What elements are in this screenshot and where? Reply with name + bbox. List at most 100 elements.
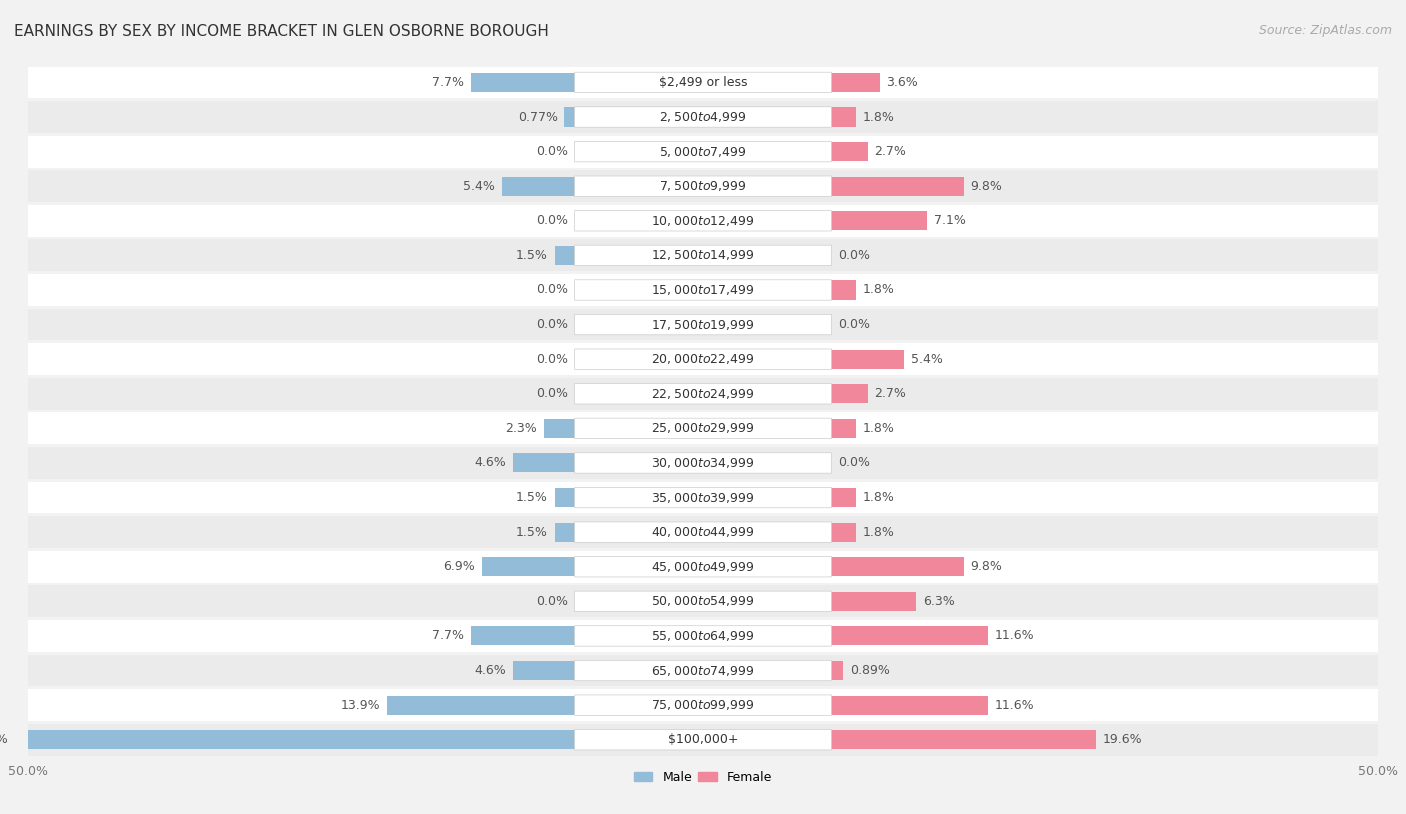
FancyBboxPatch shape <box>575 660 831 681</box>
FancyBboxPatch shape <box>575 522 831 542</box>
Text: $45,000 to $49,999: $45,000 to $49,999 <box>651 560 755 574</box>
Text: 9.8%: 9.8% <box>970 560 1002 573</box>
Bar <box>544 419 575 438</box>
Bar <box>28 516 1378 548</box>
Bar <box>28 378 1378 409</box>
Text: $50,000 to $54,999: $50,000 to $54,999 <box>651 594 755 608</box>
Text: 3.6%: 3.6% <box>887 76 918 89</box>
FancyBboxPatch shape <box>575 176 831 196</box>
Text: 2.7%: 2.7% <box>875 387 907 400</box>
Text: 6.9%: 6.9% <box>443 560 475 573</box>
FancyBboxPatch shape <box>575 280 831 300</box>
Bar <box>831 177 963 195</box>
Bar <box>28 136 1378 168</box>
Text: $65,000 to $74,999: $65,000 to $74,999 <box>651 663 755 677</box>
FancyBboxPatch shape <box>575 107 831 127</box>
Bar <box>564 107 575 126</box>
Bar <box>554 488 575 507</box>
Text: 7.1%: 7.1% <box>934 214 966 227</box>
Text: 0.0%: 0.0% <box>536 387 568 400</box>
Text: 41.5%: 41.5% <box>0 733 8 746</box>
Bar <box>28 482 1378 514</box>
Bar <box>831 281 855 300</box>
FancyBboxPatch shape <box>575 418 831 439</box>
Text: 2.7%: 2.7% <box>875 145 907 158</box>
FancyBboxPatch shape <box>575 72 831 93</box>
Text: 1.8%: 1.8% <box>862 111 894 124</box>
Bar <box>831 488 855 507</box>
FancyBboxPatch shape <box>575 453 831 473</box>
FancyBboxPatch shape <box>575 314 831 335</box>
Text: 0.0%: 0.0% <box>536 214 568 227</box>
Bar <box>28 101 1378 133</box>
Bar <box>28 170 1378 202</box>
FancyBboxPatch shape <box>575 211 831 231</box>
Bar <box>28 413 1378 444</box>
Text: $12,500 to $14,999: $12,500 to $14,999 <box>651 248 755 262</box>
Text: 0.0%: 0.0% <box>536 283 568 296</box>
Text: $2,499 or less: $2,499 or less <box>659 76 747 89</box>
Bar <box>28 724 1378 755</box>
Bar <box>831 558 963 576</box>
Bar <box>28 585 1378 617</box>
Text: $25,000 to $29,999: $25,000 to $29,999 <box>651 422 755 435</box>
FancyBboxPatch shape <box>575 695 831 716</box>
Bar <box>28 620 1378 652</box>
Text: 1.8%: 1.8% <box>862 491 894 504</box>
Bar <box>831 523 855 541</box>
FancyBboxPatch shape <box>575 142 831 162</box>
Bar <box>28 689 1378 721</box>
Bar <box>831 592 917 610</box>
Bar <box>831 384 868 403</box>
Text: 1.5%: 1.5% <box>516 491 548 504</box>
Text: 1.5%: 1.5% <box>516 249 548 262</box>
Text: $15,000 to $17,499: $15,000 to $17,499 <box>651 283 755 297</box>
Text: 11.6%: 11.6% <box>994 629 1035 642</box>
Bar <box>28 447 1378 479</box>
FancyBboxPatch shape <box>575 557 831 577</box>
Bar <box>513 453 575 472</box>
Text: 7.7%: 7.7% <box>432 629 464 642</box>
Bar <box>482 558 575 576</box>
Bar <box>513 661 575 680</box>
Text: 0.0%: 0.0% <box>838 249 870 262</box>
Text: 0.77%: 0.77% <box>517 111 558 124</box>
Bar <box>831 142 868 161</box>
FancyBboxPatch shape <box>575 383 831 404</box>
Text: $75,000 to $99,999: $75,000 to $99,999 <box>651 698 755 712</box>
Text: 5.4%: 5.4% <box>911 352 943 365</box>
Text: $55,000 to $64,999: $55,000 to $64,999 <box>651 629 755 643</box>
Bar <box>387 696 575 715</box>
Bar <box>28 344 1378 375</box>
Text: 19.6%: 19.6% <box>1102 733 1142 746</box>
Text: $5,000 to $7,499: $5,000 to $7,499 <box>659 145 747 159</box>
Bar <box>28 274 1378 306</box>
Text: $35,000 to $39,999: $35,000 to $39,999 <box>651 491 755 505</box>
Text: 6.3%: 6.3% <box>922 595 955 608</box>
Text: $30,000 to $34,999: $30,000 to $34,999 <box>651 456 755 470</box>
Text: 2.3%: 2.3% <box>505 422 537 435</box>
Bar <box>471 627 575 646</box>
Bar <box>831 696 988 715</box>
Text: $40,000 to $44,999: $40,000 to $44,999 <box>651 525 755 539</box>
Text: 0.0%: 0.0% <box>838 457 870 470</box>
Bar <box>831 73 880 92</box>
Legend: Male, Female: Male, Female <box>628 766 778 789</box>
Bar <box>28 309 1378 340</box>
Bar <box>28 205 1378 237</box>
Text: 0.0%: 0.0% <box>838 318 870 331</box>
Text: $10,000 to $12,499: $10,000 to $12,499 <box>651 214 755 228</box>
Text: 4.6%: 4.6% <box>474 664 506 677</box>
FancyBboxPatch shape <box>575 349 831 370</box>
Text: 13.9%: 13.9% <box>340 698 381 711</box>
Bar <box>831 730 1095 749</box>
Text: EARNINGS BY SEX BY INCOME BRACKET IN GLEN OSBORNE BOROUGH: EARNINGS BY SEX BY INCOME BRACKET IN GLE… <box>14 24 548 39</box>
Bar <box>14 730 575 749</box>
Bar <box>831 419 855 438</box>
Text: 1.8%: 1.8% <box>862 526 894 539</box>
Bar <box>502 177 575 195</box>
Bar <box>831 212 927 230</box>
Bar <box>28 551 1378 583</box>
Bar <box>554 246 575 265</box>
FancyBboxPatch shape <box>575 245 831 265</box>
